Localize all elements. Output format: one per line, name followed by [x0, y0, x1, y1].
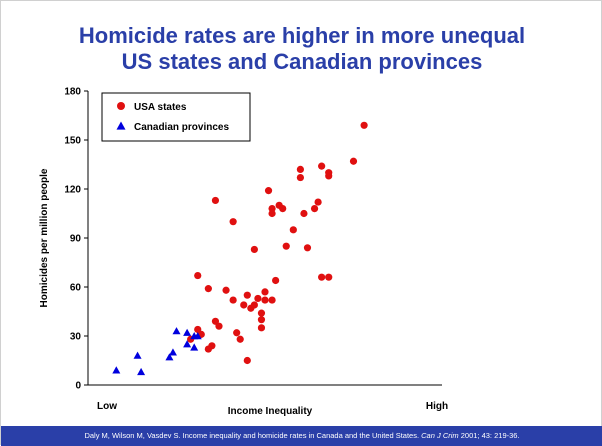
x-tick-label-high: High: [426, 401, 448, 412]
y-tick-label: 0: [75, 381, 81, 392]
y-tick-label: 180: [64, 87, 81, 98]
citation-authors: Daly M, Wilson M, Vasdev S. Income inequ…: [84, 431, 422, 440]
canadian-province-point: [172, 327, 181, 335]
usa-state-point: [243, 356, 251, 365]
data-points: [112, 121, 368, 376]
usa-state-point: [268, 296, 276, 304]
usa-state-point: [314, 198, 322, 206]
citation-footer: Daly M, Wilson M, Vasdev S. Income inequ…: [1, 426, 602, 446]
usa-state-point: [233, 329, 241, 337]
usa-state-point: [325, 273, 333, 281]
y-tick-label: 90: [70, 234, 82, 245]
usa-state-point: [272, 276, 280, 285]
usa-state-point: [264, 187, 273, 195]
usa-state-point: [318, 162, 326, 170]
usa-state-point: [208, 342, 216, 350]
usa-state-point: [243, 291, 251, 299]
legend-usa-marker: [117, 102, 125, 110]
citation-journal: Can J Crim: [421, 431, 459, 440]
usa-state-point: [296, 165, 304, 173]
usa-state-point: [325, 169, 333, 177]
chart-title: Homicide rates are higher in more unequa…: [1, 23, 602, 75]
usa-state-point: [254, 294, 262, 303]
usa-state-point: [261, 288, 269, 296]
canadian-province-point: [190, 343, 199, 351]
y-tick-label: 150: [64, 136, 81, 147]
y-tick-label: 120: [64, 185, 81, 196]
usa-state-point: [229, 218, 237, 226]
legend-usa-label: USA states: [134, 102, 187, 113]
usa-state-point: [303, 244, 312, 252]
legend-box: [101, 92, 251, 142]
usa-state-point: [194, 271, 202, 280]
y-tick-label: 60: [70, 283, 82, 294]
usa-state-point: [261, 296, 269, 304]
usa-state-point: [211, 196, 220, 205]
canadian-province-point: [165, 353, 174, 361]
usa-state-point: [318, 273, 326, 281]
chart-title-line-2: US states and Canadian provinces: [121, 49, 483, 74]
canadian-province-point: [183, 340, 192, 348]
usa-state-point: [240, 301, 248, 309]
usa-state-point: [257, 309, 266, 317]
legend-canada-label: Canadian provinces: [134, 122, 229, 133]
y-axis-title: Homicides per million people: [39, 168, 50, 307]
canadian-province-point: [137, 367, 146, 376]
x-tick-label-low: Low: [97, 401, 117, 412]
legend-canada-marker: [116, 121, 126, 130]
citation-volume: 2001; 43: 219-36.: [458, 431, 520, 440]
usa-state-point: [204, 285, 212, 293]
usa-state-point: [300, 209, 308, 218]
usa-state-point: [250, 301, 258, 309]
usa-state-point: [257, 324, 266, 332]
usa-state-point: [289, 226, 297, 234]
x-axis-title: Income Inequality: [228, 406, 313, 417]
legend: USA states Canadian provinces: [101, 92, 251, 142]
usa-state-point: [222, 286, 230, 294]
usa-state-point: [268, 205, 276, 213]
usa-state-point: [349, 157, 358, 165]
usa-state-point: [257, 316, 266, 324]
scatter-chart: Low High Income Inequality Homicides per mi…: [39, 87, 448, 418]
usa-state-point: [215, 322, 223, 330]
usa-state-point: [236, 335, 244, 343]
usa-state-point: [282, 242, 290, 250]
canadian-province-point: [168, 348, 177, 356]
usa-state-point: [279, 205, 287, 213]
usa-state-point: [360, 121, 368, 129]
canadian-province-point: [183, 328, 192, 336]
canadian-province-point: [133, 351, 142, 359]
usa-state-point: [229, 296, 237, 304]
chart-title-line-1: Homicide rates are higher in more unequa…: [78, 23, 526, 48]
canadian-province-point: [193, 332, 202, 340]
y-tick-label: 30: [70, 332, 82, 343]
canadian-province-point: [112, 366, 121, 374]
usa-state-point: [250, 245, 258, 254]
usa-state-point: [296, 173, 304, 182]
y-ticks: 0 30 60 90 120 150 180: [64, 87, 88, 392]
usa-state-point: [310, 205, 319, 213]
